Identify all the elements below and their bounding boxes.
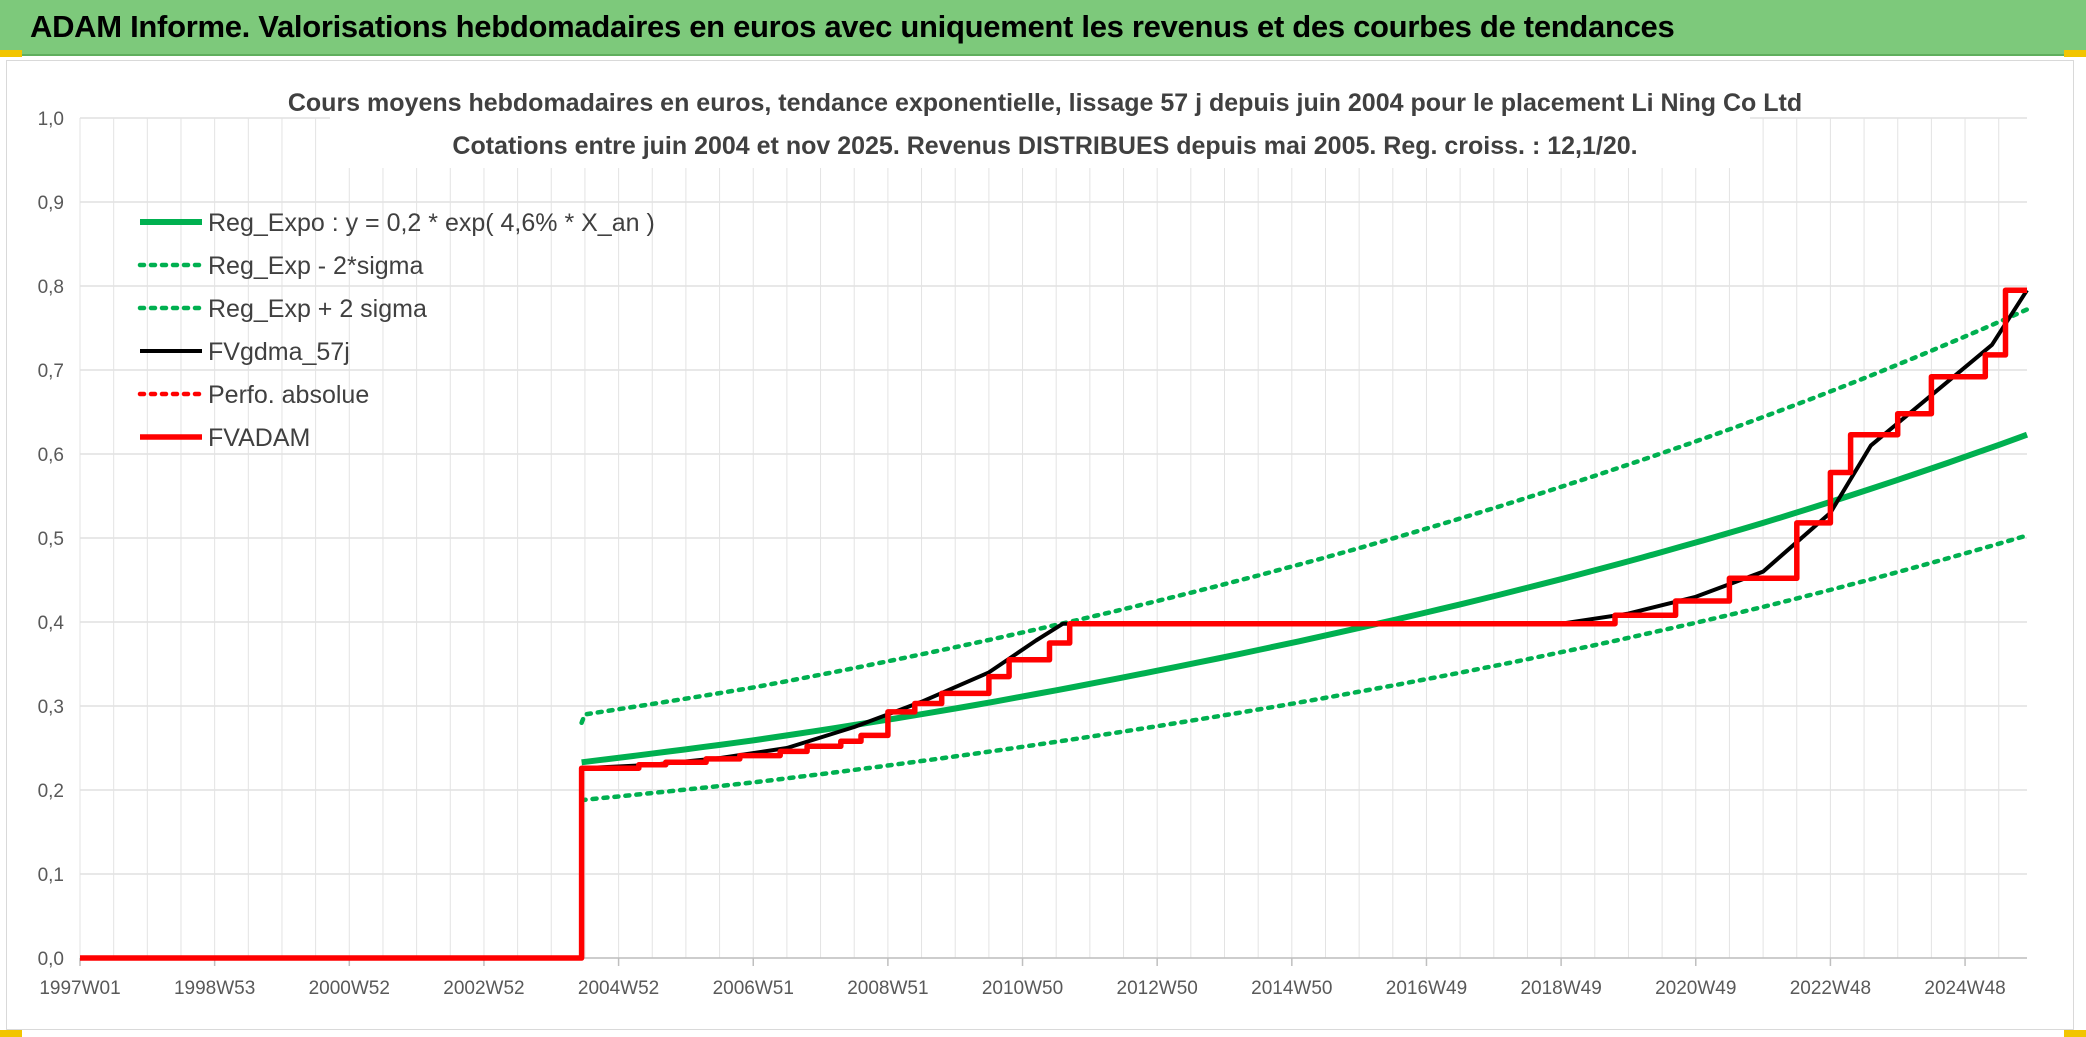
y-tick-label: 0,1	[38, 865, 64, 886]
x-tick-label: 2000W52	[309, 978, 390, 999]
x-tick-label: 2006W51	[713, 978, 794, 999]
x-tick-label: 2008W51	[847, 978, 928, 999]
series-lines	[80, 287, 2030, 961]
series-line-2	[579, 307, 2030, 726]
header-banner: ADAM Informe. Valorisations hebdomadaire…	[0, 0, 2086, 56]
y-tick-label: 0,9	[38, 193, 64, 214]
y-tick-label: 1,0	[38, 109, 64, 130]
y-axis-ticks: 0,0 0,1 0,2 0,3 0,4 0,5 0,6 0,7 0,8 0,9 1,0	[38, 109, 65, 970]
x-tick-label: 2020W49	[1655, 978, 1736, 999]
legend-label: FVgdma_57j	[208, 338, 350, 366]
x-tick-label: 2010W50	[982, 978, 1063, 999]
page-title: ADAM Informe. Valorisations hebdomadaire…	[30, 9, 1675, 44]
series-line-0	[581, 431, 2029, 766]
series-line-5	[80, 287, 2027, 961]
y-tick-label: 0,3	[38, 697, 64, 718]
corner-mark-bottom-left	[0, 1030, 22, 1037]
x-tick-label: 2012W50	[1117, 978, 1198, 999]
chart-subtitle: Cotations entre juin 2004 et nov 2025. R…	[452, 132, 1637, 160]
y-tick-label: 0,6	[38, 445, 64, 466]
y-tick-label: 0,8	[38, 277, 64, 298]
legend-label: FVADAM	[208, 424, 310, 452]
x-tick-label: 2018W49	[1520, 978, 1601, 999]
legend-label: Perfo. absolue	[208, 381, 369, 409]
x-tick-label: 2024W48	[1924, 978, 2005, 999]
x-tick-label: 2014W50	[1251, 978, 1332, 999]
series-line-3	[581, 289, 2029, 771]
legend-label: Reg_Exp - 2*sigma	[208, 252, 423, 280]
x-axis-ticks: 1997W01 1998W53 2000W52 2002W52 2004W52 2006W…	[39, 958, 2006, 999]
legend: Reg_Expo : y = 0,2 * exp( 4,6% * X_an ) R…	[137, 209, 655, 452]
y-tick-label: 0,2	[38, 781, 64, 802]
legend-label: Reg_Exp + 2 sigma	[208, 295, 427, 323]
corner-mark-right	[2064, 50, 2086, 57]
y-tick-label: 0,7	[38, 361, 64, 382]
x-tick-label: 1998W53	[174, 978, 255, 999]
corner-mark-bottom-right	[2064, 1030, 2086, 1037]
y-tick-label: 0,5	[38, 529, 64, 550]
y-tick-label: 0,4	[38, 613, 65, 634]
legend-label: Reg_Expo : y = 0,2 * exp( 4,6% * X_an )	[208, 209, 655, 237]
x-tick-label: 2016W49	[1386, 978, 1467, 999]
x-tick-label: 2022W48	[1790, 978, 1871, 999]
title-background	[330, 88, 1750, 168]
chart-title: Cours moyens hebdomadaires en euros, ten…	[288, 89, 1802, 117]
series-line-1	[579, 533, 2030, 803]
corner-mark-left	[0, 50, 22, 57]
x-tick-label: 2002W52	[443, 978, 524, 999]
x-tick-label: 1997W01	[39, 978, 120, 999]
y-tick-label: 0,0	[38, 949, 64, 970]
x-tick-label: 2004W52	[578, 978, 659, 999]
gridlines	[79, 117, 2027, 959]
